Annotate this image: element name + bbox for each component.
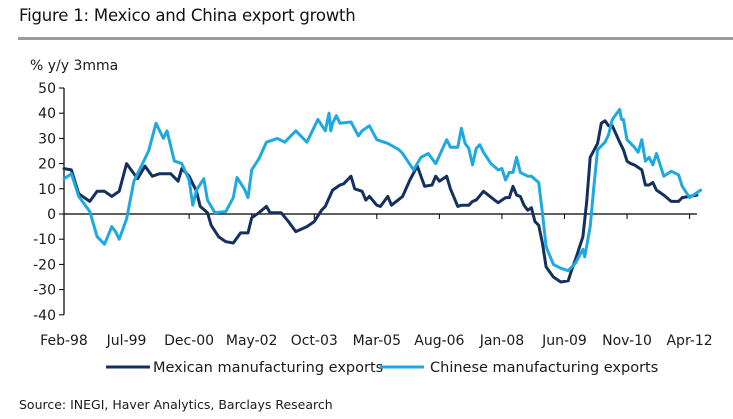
y-tick-label: 40 — [38, 106, 56, 122]
x-tick-label: Nov-10 — [602, 333, 652, 349]
x-tick-label: May-02 — [226, 333, 278, 349]
title-rule — [18, 37, 733, 40]
series-line-mexico — [62, 119, 699, 284]
x-tick-label: Mar-05 — [353, 333, 401, 349]
y-axis-label: % y/y 3mma — [30, 58, 118, 74]
x-tick-label: Jan-08 — [479, 333, 524, 349]
x-tick-label: Aug-06 — [414, 333, 464, 349]
y-tick-label: 20 — [38, 157, 56, 173]
y-tick-label: -40 — [33, 308, 56, 324]
source-note: Source: INEGI, Haver Analytics, Barclays… — [19, 397, 333, 412]
legend: Mexican manufacturing exports Chinese man… — [106, 360, 658, 376]
legend-label-china: Chinese manufacturing exports — [430, 360, 658, 376]
y-tick-label: 10 — [38, 182, 56, 198]
y-tick-label: 0 — [47, 207, 56, 223]
series-line-china — [62, 107, 703, 273]
x-tick-label: Jul-99 — [106, 333, 147, 349]
y-tick-label: -20 — [33, 257, 56, 273]
x-tick-label: Jun-09 — [541, 333, 587, 349]
figure-title: Figure 1: Mexico and China export growth — [19, 6, 356, 25]
y-tick-label: -10 — [33, 232, 56, 248]
x-tick-label: Oct-03 — [291, 333, 338, 349]
x-tick-label: Dec-00 — [164, 333, 214, 349]
x-tick-label: Feb-98 — [40, 333, 88, 349]
x-axis: Feb-98 Jul-99 Dec-00 May-02 Oct-03 Mar-05 Aug-… — [40, 213, 713, 349]
y-tick-label: 50 — [38, 81, 56, 97]
y-axis: 50 40 30 20 10 0 -10 -20 -30 -40 — [33, 81, 65, 324]
x-tick-label: Apr-12 — [666, 333, 712, 349]
legend-label-mexico: Mexican manufacturing exports — [153, 360, 383, 376]
y-tick-label: -30 — [33, 283, 56, 299]
y-tick-label: 30 — [38, 131, 56, 147]
series-lines — [62, 107, 703, 284]
